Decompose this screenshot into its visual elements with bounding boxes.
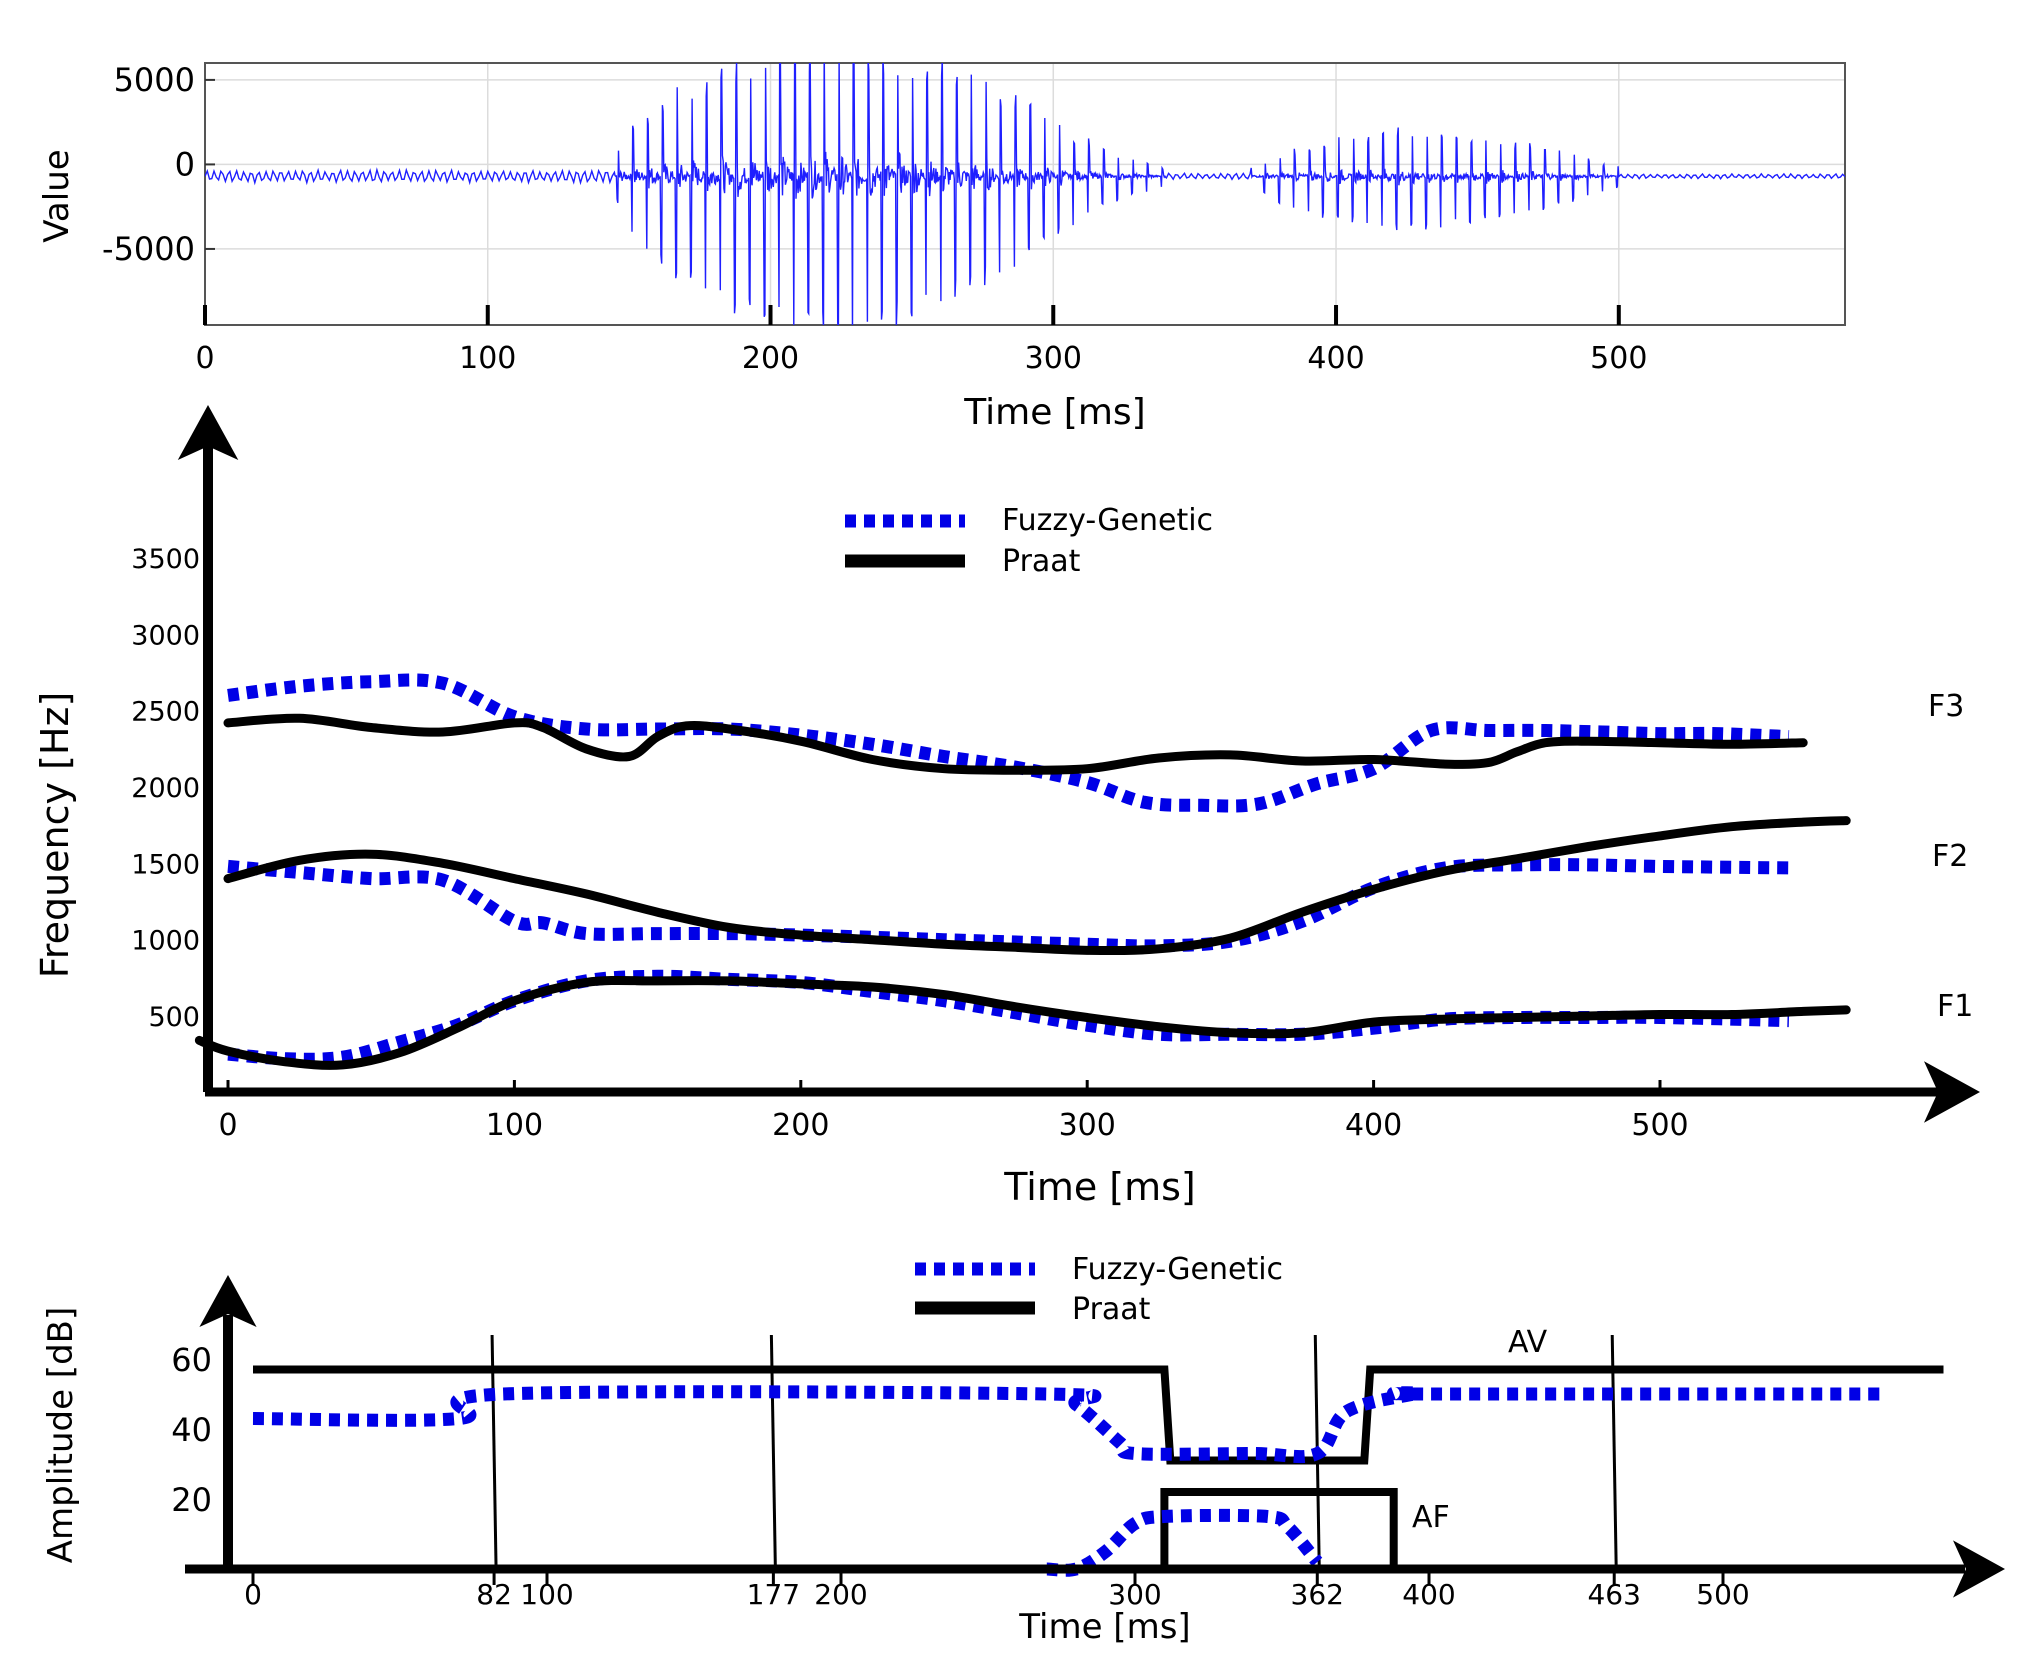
- y-tick-label: 40: [171, 1411, 212, 1449]
- vertical-marker: [490, 1334, 498, 1570]
- y-tick-label: 5000: [114, 61, 195, 99]
- y-tick-label: 60: [171, 1341, 212, 1379]
- annotation-f2: F2: [1932, 839, 1968, 874]
- x-tick-label: 0: [244, 1578, 262, 1611]
- y-tick-label: 2500: [131, 697, 200, 728]
- x-tick-label: 500: [1631, 1108, 1688, 1143]
- waveform-y-ticks: 5000 0 -5000: [102, 61, 215, 268]
- annotation-f1: F1: [1937, 989, 1973, 1024]
- y-tick-label: 1500: [131, 849, 200, 880]
- x-tick-label: 300: [1059, 1108, 1116, 1143]
- y-tick-label: 0: [175, 145, 195, 183]
- x-tick-label: 500: [1696, 1578, 1749, 1611]
- x-tick-label: 100: [520, 1578, 573, 1611]
- x-tick-label: 100: [459, 341, 516, 376]
- annotation-af: AF: [1412, 1500, 1450, 1535]
- x-tick-label: 463: [1587, 1578, 1640, 1611]
- series-praat-f3: [223, 713, 1808, 775]
- formant-y-label: Frequency [Hz]: [33, 692, 77, 979]
- legend-label-praat: Praat: [1002, 544, 1081, 579]
- x-tick-label: 100: [486, 1108, 543, 1143]
- series-fuzzy-genetic-f2: [227, 858, 1789, 953]
- waveform-x-ticks: 0 100 200 300 400 500: [195, 305, 1647, 376]
- x-tick-label: 200: [742, 341, 799, 376]
- amplitude-axes: [185, 1275, 2005, 1598]
- x-tick-label: 400: [1307, 341, 1364, 376]
- legend-label-praat: Praat: [1072, 1292, 1151, 1327]
- legend-label-fuzzy-genetic: Fuzzy-Genetic: [1072, 1252, 1283, 1287]
- formant-axes: [177, 405, 1980, 1123]
- x-tick-label: 300: [1025, 341, 1082, 376]
- formant-y-ticks: 500 1000 1500 2000 2500 3000 3500: [131, 544, 200, 1033]
- x-tick-label: 0: [195, 341, 214, 376]
- amplitude-panel: 20 40 60 0 82 100 177 200 300 362 400 463 500 Fuzzy…: [41, 1252, 2005, 1647]
- y-tick-label: 20: [171, 1481, 212, 1519]
- amplitude-x-ticks: 0 82 100 177 200 300 362 400 463 500: [244, 1569, 1750, 1611]
- x-axis-arrow: [1953, 1540, 2005, 1598]
- vertical-marker: [769, 1334, 777, 1570]
- y-tick-label: 1000: [131, 926, 200, 957]
- amplitude-series: [252, 1365, 1959, 1577]
- formant-x-ticks: 0 100 200 300 400 500: [218, 1080, 1689, 1143]
- waveform-trace: [205, 63, 1845, 325]
- amplitude-y-ticks: 20 40 60: [171, 1341, 212, 1519]
- x-tick-label: 400: [1402, 1578, 1455, 1611]
- x-tick-label: 362: [1291, 1578, 1344, 1611]
- x-tick-label: 0: [218, 1108, 237, 1143]
- x-tick-label: 82: [476, 1578, 512, 1611]
- y-axis-arrow: [199, 1275, 257, 1327]
- x-tick-label: 200: [814, 1578, 867, 1611]
- waveform-y-label: Value: [37, 149, 77, 242]
- amplitude-legend: Fuzzy-Genetic Praat: [915, 1252, 1283, 1327]
- x-axis-arrow: [1924, 1061, 1980, 1123]
- y-tick-label: 2000: [131, 773, 200, 804]
- series-praat-f2: [223, 816, 1851, 956]
- legend-label-fuzzy-genetic: Fuzzy-Genetic: [1002, 503, 1213, 538]
- formant-legend: Fuzzy-Genetic Praat: [845, 503, 1213, 579]
- annotation-f3: F3: [1928, 689, 1964, 724]
- x-tick-label: 200: [772, 1108, 829, 1143]
- amplitude-x-label: Time [ms]: [1018, 1607, 1190, 1647]
- waveform-series: [205, 63, 1845, 325]
- formant-x-label: Time [ms]: [1003, 1165, 1196, 1209]
- y-axis-arrow: [177, 405, 239, 460]
- waveform-grid: [204, 63, 1845, 325]
- annotation-av: AV: [1508, 1325, 1548, 1360]
- y-tick-label: 500: [148, 1002, 200, 1033]
- series-fuzzy-genetic-af: [1046, 1508, 1323, 1577]
- y-tick-label: 3000: [131, 620, 200, 651]
- formant-series: [194, 673, 1851, 1070]
- waveform-panel: 5000 0 -5000 0 100 200 300 400 500 Value Time […: [37, 61, 1846, 433]
- formant-panel: 500 1000 1500 2000 2500 3000 3500 0 100 200 300 40…: [33, 405, 1980, 1209]
- x-tick-label: 177: [747, 1578, 800, 1611]
- waveform-x-label: Time [ms]: [963, 392, 1145, 433]
- series-praat-f1: [194, 975, 1851, 1070]
- y-tick-label: 3500: [131, 544, 200, 575]
- amplitude-y-label: Amplitude [dB]: [41, 1307, 81, 1563]
- series-fuzzy-genetic-av: [252, 1385, 1885, 1464]
- series-praat-av: [253, 1365, 1944, 1465]
- waveform-frame: [204, 62, 1846, 326]
- x-tick-label: 500: [1590, 341, 1647, 376]
- series-fuzzy-genetic-f3: [227, 673, 1790, 813]
- vertical-marker: [1610, 1334, 1618, 1570]
- y-tick-label: -5000: [102, 230, 195, 268]
- x-tick-label: 400: [1345, 1108, 1402, 1143]
- x-tick-label: 300: [1108, 1578, 1161, 1611]
